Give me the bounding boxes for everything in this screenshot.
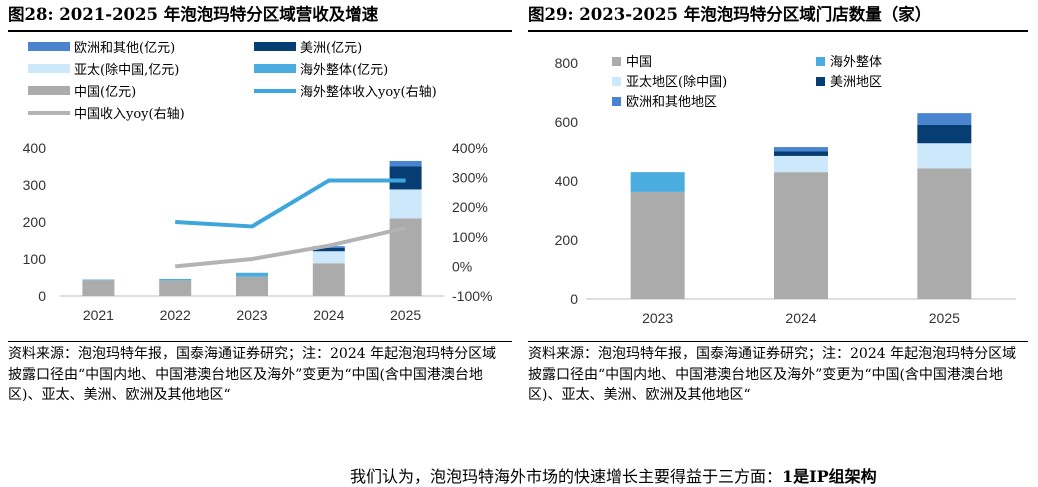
y-tick-label: 300 (23, 177, 47, 193)
bar-segment (917, 143, 972, 169)
bar-segment (630, 172, 685, 192)
bar-segment (159, 278, 192, 281)
bar-segment (774, 151, 828, 156)
legend-label: 中国 (626, 55, 652, 70)
bar-segment (630, 191, 685, 299)
y-tick-label: 200 (555, 232, 579, 248)
x-tick-label: 2021 (83, 307, 114, 323)
y-tick-label: 800 (555, 55, 579, 71)
y2-tick-label: 100% (452, 229, 488, 245)
y-tick-label: 400 (555, 173, 579, 189)
divider (8, 341, 512, 342)
y-tick-label: 600 (555, 114, 579, 130)
legend-label: 欧洲和其他地区 (626, 95, 717, 110)
bar-segment (236, 276, 268, 296)
body-text-normal: 我们认为，泡泡玛特海外市场的快速增长主要得益于三方面： (350, 467, 783, 486)
x-tick-label: 2024 (785, 310, 816, 326)
body-text-bold: 1是IP组架构 (782, 467, 877, 486)
x-tick-label: 2024 (313, 307, 344, 323)
x-tick-label: 2025 (390, 307, 421, 323)
y2-tick-label: 400% (452, 140, 488, 156)
y2-tick-label: -100% (452, 288, 492, 304)
legend-label: 海外整体(亿元) (300, 63, 388, 78)
body-text: 我们认为，泡泡玛特海外市场的快速增长主要得益于三方面：1是IP组架构 (350, 463, 877, 487)
legend-swatch (816, 57, 825, 66)
x-tick-label: 2025 (929, 310, 960, 326)
legend-label: 亚太地区(除中国) (626, 75, 727, 90)
x-tick-label: 2023 (236, 307, 267, 323)
legend-label: 中国收入yoy(右轴) (74, 107, 185, 122)
y-tick-label: 100 (23, 251, 47, 267)
y-tick-label: 0 (38, 288, 46, 304)
figure-title: 图28: 2021-2025 年泡泡玛特分区域营收及增速 (8, 0, 512, 32)
bar-segment (236, 272, 268, 277)
bar-segment (774, 155, 828, 173)
revenue-chart: 欧洲和其他(亿元) 美洲(亿元) 亚太(除中国,亿元) 海外整体(亿元) 中国(亿元) 海… (23, 41, 493, 323)
bar-segment (82, 279, 115, 281)
bar-segment (82, 280, 115, 296)
y2-tick-label: 0% (452, 258, 472, 274)
bar-segment (159, 280, 192, 296)
legend-label: 美洲地区 (830, 75, 882, 90)
legend-swatch (612, 57, 621, 66)
x-tick-label: 2023 (642, 310, 673, 326)
legend-swatch (254, 42, 296, 51)
bar-segment (774, 147, 828, 152)
legend-swatch (254, 64, 296, 73)
bar-segment (389, 166, 422, 190)
legend-label: 亚太(除中国,亿元) (74, 63, 179, 78)
legend-label: 欧洲和其他(亿元) (74, 41, 175, 56)
y2-tick-label: 200% (452, 199, 488, 215)
y-tick-label: 0 (570, 291, 578, 307)
legend-swatch (28, 86, 70, 95)
legend-label: 海外整体收入yoy(右轴) (300, 85, 437, 100)
divider (528, 341, 1028, 342)
legend-label: 海外整体 (830, 55, 882, 70)
source-note: 资料来源：泡泡玛特年报，国泰海通证券研究；注：2024 年起泡泡玛特分区域披露口… (528, 346, 1017, 403)
bar-segment (774, 172, 828, 299)
bar-segment (389, 160, 422, 167)
source-note: 资料来源：泡泡玛特年报，国泰海通证券研究；注：2024 年起泡泡玛特分区域披露口… (8, 346, 497, 403)
y-tick-label: 400 (23, 140, 47, 156)
legend-label: 美洲(亿元) (300, 41, 362, 56)
legend-swatch (816, 77, 825, 86)
bar-segment (917, 124, 972, 144)
figure-title: 图29: 2023-2025 年泡泡玛特分区域门店数量（家） (528, 0, 1028, 32)
revenue-figure: 图28: 2021-2025 年泡泡玛特分区域营收及增速 欧洲和其他(亿元) 美洲… (8, 0, 512, 403)
y2-tick-label: 300% (452, 170, 488, 186)
bar-segment (312, 247, 345, 252)
legend-swatch (612, 97, 621, 106)
x-tick-label: 2022 (160, 307, 191, 323)
bar-segment (917, 168, 972, 299)
legend-swatch (612, 77, 621, 86)
bar-segment (917, 113, 972, 125)
y-tick-label: 200 (23, 214, 47, 230)
bar-segment (389, 189, 422, 219)
legend-label: 中国(亿元) (74, 85, 136, 100)
stores-figure: 图29: 2023-2025 年泡泡玛特分区域门店数量（家） 中国 海外整体亚太地… (528, 0, 1028, 403)
line-series (175, 225, 407, 269)
legend-swatch (28, 42, 70, 51)
bar-segment (312, 263, 345, 296)
line-series (175, 178, 406, 229)
bar-segment (312, 251, 345, 264)
legend-swatch (28, 64, 70, 73)
